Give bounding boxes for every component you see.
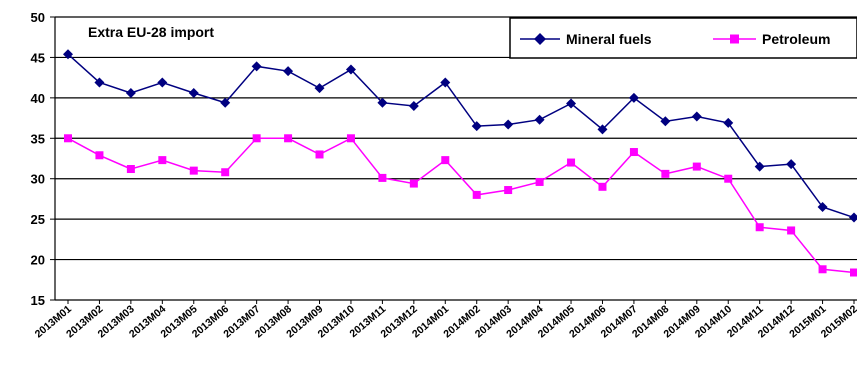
point-petroleum-2014M10 <box>724 174 733 183</box>
legend-box <box>509 17 857 59</box>
point-petroleum-2015M01 <box>818 265 827 274</box>
x-axis-ticks: 2013M012013M022013M032013M042013M052013M… <box>33 300 857 340</box>
y-tick-label-25: 25 <box>31 212 45 227</box>
y-tick-label-50: 50 <box>31 10 45 25</box>
point-petroleum-2014M06 <box>598 182 607 191</box>
y-axis-ticks: 15 20 25 30 35 40 45 50 <box>31 10 55 308</box>
point-petroleum-2013M02 <box>95 151 104 160</box>
y-tick-label-20: 20 <box>31 253 45 268</box>
point-mineral-fuels-2013M06 <box>220 97 231 108</box>
point-mineral-fuels-2014M09 <box>691 111 702 122</box>
point-petroleum-2013M07 <box>252 134 261 143</box>
point-petroleum-2014M03 <box>504 186 513 195</box>
point-mineral-fuels-2014M10 <box>723 117 734 128</box>
y-tick-label-45: 45 <box>31 50 45 65</box>
point-mineral-fuels-2013M08 <box>283 66 294 77</box>
point-petroleum-2013M08 <box>284 134 293 143</box>
point-petroleum-2014M12 <box>787 226 796 235</box>
y-tick-label-30: 30 <box>31 172 45 187</box>
point-mineral-fuels-2015M02 <box>849 212 857 223</box>
point-petroleum-2014M02 <box>472 190 481 199</box>
point-mineral-fuels-2013M12 <box>408 100 419 111</box>
point-petroleum-2014M11 <box>755 223 764 232</box>
series-line-petroleum <box>67 137 855 274</box>
y-tick-label-15: 15 <box>31 293 45 308</box>
point-petroleum-2013M10 <box>346 134 355 143</box>
point-petroleum-2013M11 <box>378 173 387 182</box>
point-petroleum-2014M09 <box>692 162 701 171</box>
point-mineral-fuels-2014M04 <box>534 114 545 125</box>
point-petroleum-2014M07 <box>629 148 638 157</box>
point-mineral-fuels-2013M07 <box>251 61 262 72</box>
point-petroleum-2013M04 <box>158 156 167 165</box>
point-mineral-fuels-2013M04 <box>157 77 168 88</box>
point-mineral-fuels-2014M11 <box>754 161 765 172</box>
point-petroleum-2013M09 <box>315 150 324 159</box>
point-mineral-fuels-2014M12 <box>786 159 797 170</box>
point-mineral-fuels-2013M09 <box>314 83 325 94</box>
legend-marker-petroleum <box>730 34 739 44</box>
point-petroleum-2014M01 <box>441 156 450 165</box>
point-petroleum-2014M05 <box>567 158 576 167</box>
legend: Mineral fuels Petroleum <box>509 17 857 59</box>
series-group <box>63 49 857 277</box>
point-petroleum-2013M03 <box>126 165 135 174</box>
point-mineral-fuels-2014M06 <box>597 124 608 135</box>
legend-label-mineral-fuels: Mineral fuels <box>566 31 652 47</box>
point-petroleum-2013M01 <box>64 134 72 143</box>
point-mineral-fuels-2013M10 <box>345 64 356 75</box>
point-petroleum-2013M06 <box>221 168 230 177</box>
point-mineral-fuels-2014M01 <box>440 77 451 88</box>
legend-marker-mineral-fuels <box>534 33 546 45</box>
point-mineral-fuels-2014M05 <box>566 98 577 109</box>
point-mineral-fuels-2013M05 <box>188 88 199 99</box>
point-mineral-fuels-2015M01 <box>817 202 828 213</box>
y-tick-label-40: 40 <box>31 91 45 106</box>
grid-lines <box>55 16 857 301</box>
point-petroleum-2014M08 <box>661 169 670 178</box>
point-petroleum-2013M12 <box>409 179 418 188</box>
legend-label-petroleum: Petroleum <box>762 31 830 47</box>
chart-title: Extra EU-28 import <box>88 24 214 40</box>
point-mineral-fuels-2014M03 <box>503 119 514 130</box>
point-mineral-fuels-2013M11 <box>377 97 388 108</box>
point-mineral-fuels-2013M02 <box>94 77 105 88</box>
y-tick-label-35: 35 <box>31 131 45 146</box>
point-mineral-fuels-2014M07 <box>628 92 639 103</box>
point-mineral-fuels-2014M08 <box>660 116 671 127</box>
point-mineral-fuels-2013M03 <box>125 88 136 99</box>
point-petroleum-2015M02 <box>850 268 857 277</box>
point-petroleum-2013M05 <box>189 166 198 175</box>
series-line-mineral-fuels <box>67 53 855 219</box>
point-mineral-fuels-2014M02 <box>471 121 482 132</box>
point-petroleum-2014M04 <box>535 177 544 186</box>
point-mineral-fuels-2013M01 <box>63 49 73 60</box>
